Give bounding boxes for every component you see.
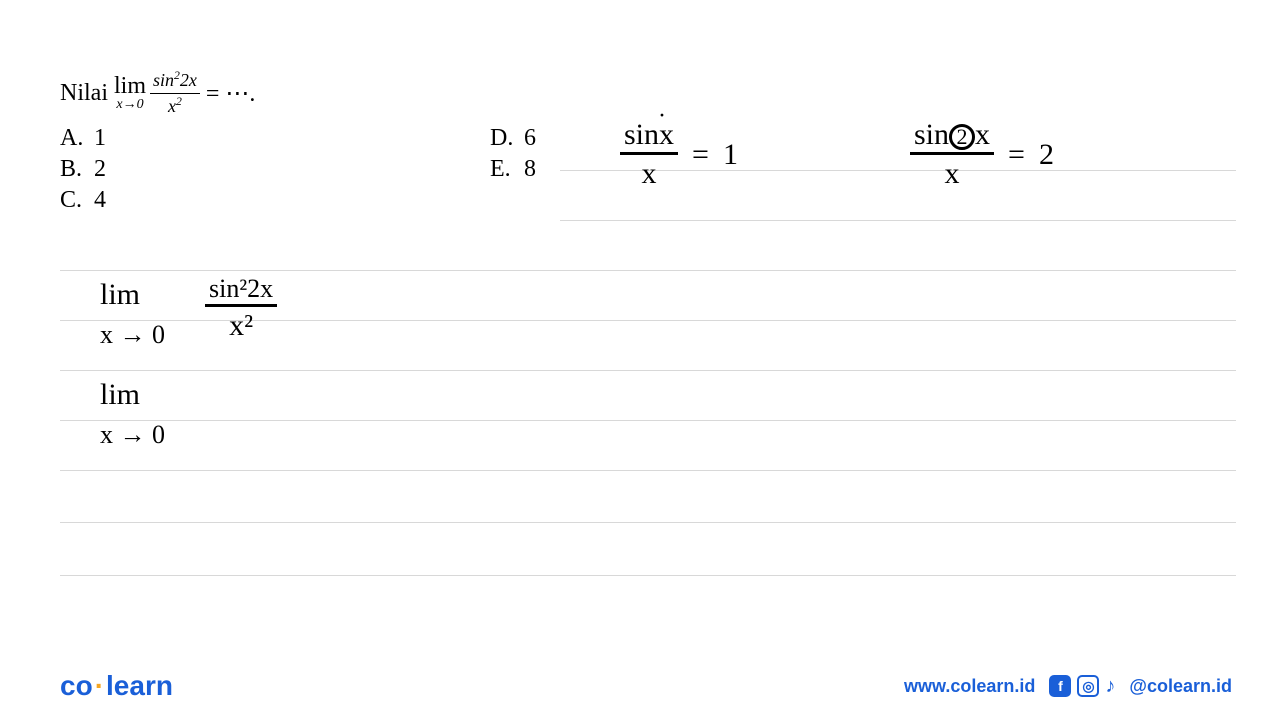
ruled-line bbox=[60, 370, 1236, 371]
facebook-icon: f bbox=[1049, 675, 1071, 697]
instagram-icon: ◎ bbox=[1077, 675, 1099, 697]
option-a: A. 1 bbox=[60, 125, 490, 152]
handwriting-identity-1: sinx x = 1 bbox=[620, 120, 738, 189]
equals-sign: = bbox=[1008, 140, 1025, 170]
ruled-line bbox=[60, 470, 1236, 471]
hw-id1-den: x bbox=[638, 155, 661, 189]
option-d: D. 6 bbox=[490, 125, 536, 152]
brand-logo: co·learn bbox=[60, 670, 173, 702]
hw-lim: lim bbox=[100, 280, 140, 310]
circled-coefficient: 2 bbox=[949, 124, 975, 150]
equals-sign: = bbox=[692, 140, 709, 170]
hw-id2-result: 2 bbox=[1039, 140, 1054, 170]
ruled-line bbox=[60, 575, 1236, 576]
ruled-line-short bbox=[560, 220, 1236, 221]
fraction-numerator: sin22x bbox=[150, 70, 200, 94]
option-c: C. 4 bbox=[60, 187, 490, 214]
hw-id1-num: sinx bbox=[620, 120, 678, 155]
hw-xto: x → 0 bbox=[100, 322, 165, 348]
option-e: E. 8 bbox=[490, 156, 536, 183]
question-prefix: Nilai bbox=[60, 80, 108, 107]
dot-mark: · bbox=[658, 104, 666, 128]
hw-id2-num: sin2x bbox=[910, 120, 994, 155]
handwriting-work-2: lim x → 0 bbox=[100, 380, 165, 448]
handwriting-identity-2: sin2x x = 2 bbox=[910, 120, 1054, 189]
hw-work1-num: sin²2x bbox=[205, 276, 277, 307]
question-suffix: = ⋯. bbox=[206, 79, 256, 108]
options-right-column: D. 6 E. 8 bbox=[490, 125, 536, 214]
hw-work1-den: x² bbox=[225, 307, 257, 341]
ruled-line bbox=[60, 522, 1236, 523]
hw-id1-result: 1 bbox=[723, 140, 738, 170]
footer-url: www.colearn.id bbox=[904, 676, 1035, 697]
handwriting-work-1: lim x → 0 sin²2x x² bbox=[100, 280, 277, 348]
ruled-line bbox=[60, 270, 1236, 271]
ruled-line bbox=[60, 420, 1236, 421]
limit-expression: lim x→0 sin22x x2 bbox=[114, 70, 200, 117]
fraction-denominator: x2 bbox=[165, 94, 185, 117]
footer-handle: @colearn.id bbox=[1129, 676, 1232, 697]
option-b: B. 2 bbox=[60, 156, 490, 183]
question-fraction: sin22x x2 bbox=[150, 70, 200, 117]
limit-approach: x→0 bbox=[116, 98, 143, 112]
hw-lim-2: lim bbox=[100, 380, 140, 410]
social-icons: f ◎ ♪ bbox=[1049, 675, 1115, 697]
tiktok-icon: ♪ bbox=[1105, 675, 1115, 697]
limit-symbol: lim bbox=[114, 74, 146, 98]
hw-id2-den: x bbox=[941, 155, 964, 189]
hw-xto-2: x → 0 bbox=[100, 422, 165, 448]
logo-dot: · bbox=[95, 670, 104, 701]
question-text: Nilai lim x→0 sin22x x2 = ⋯. bbox=[60, 70, 1236, 117]
options-left-column: A. 1 B. 2 C. 4 bbox=[60, 125, 490, 214]
footer: co·learn www.colearn.id f ◎ ♪ @colearn.i… bbox=[60, 670, 1232, 702]
footer-right: www.colearn.id f ◎ ♪ @colearn.id bbox=[904, 675, 1232, 697]
